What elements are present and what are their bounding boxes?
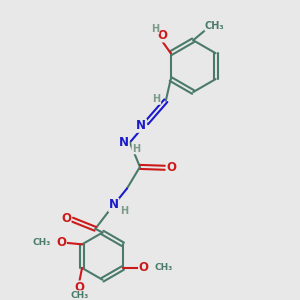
Text: N: N xyxy=(109,198,119,212)
Text: CH₃: CH₃ xyxy=(33,238,51,247)
Text: CH₃: CH₃ xyxy=(70,291,88,300)
Text: O: O xyxy=(166,161,176,174)
Text: H: H xyxy=(120,206,128,216)
Text: O: O xyxy=(74,281,84,294)
Text: H: H xyxy=(153,94,161,104)
Text: H: H xyxy=(132,144,140,154)
Text: CH₃: CH₃ xyxy=(205,21,225,31)
Text: H: H xyxy=(151,24,159,34)
Text: O: O xyxy=(158,29,168,42)
Text: CH₃: CH₃ xyxy=(154,263,173,272)
Text: N: N xyxy=(119,136,129,149)
Text: O: O xyxy=(61,212,71,225)
Text: O: O xyxy=(56,236,66,249)
Text: N: N xyxy=(136,119,146,132)
Text: O: O xyxy=(139,262,149,275)
